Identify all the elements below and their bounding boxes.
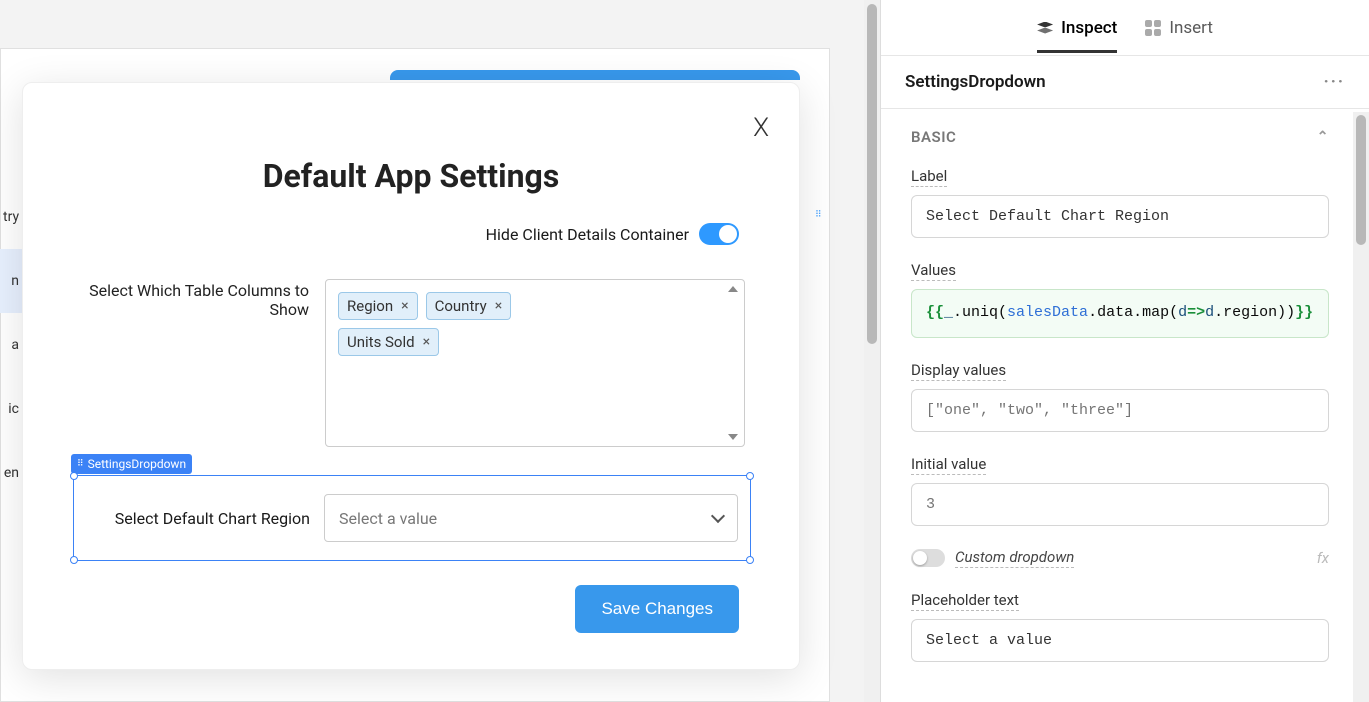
toggle-knob [719,225,737,243]
tab-insert-label: Insert [1169,18,1213,38]
save-row: Save Changes [23,561,799,633]
initial-value-field-label: Initial value [911,455,986,475]
component-badge-label: SettingsDropdown [88,457,186,471]
save-changes-button[interactable]: Save Changes [575,585,739,633]
canvas-scrollbar-track[interactable] [864,0,880,702]
inspector-body: BASIC ⌃ Label Values {{_.uniq(salesData.… [881,112,1353,702]
values-field-label: Values [911,261,956,281]
fx-icon[interactable]: fx [1317,549,1329,567]
inspector-component-name: SettingsDropdown [905,72,1046,92]
layers-icon [1037,20,1053,36]
columns-multiselect[interactable]: Region × Country × Units Sold × [325,279,745,447]
custom-dropdown-row: Custom dropdown fx [911,548,1329,568]
background-left-column: trynaicen [0,185,22,505]
region-dropdown[interactable]: Select a value [324,494,738,542]
drag-handle-icon[interactable]: ⠿ [77,460,85,469]
chip-remove-icon[interactable]: × [401,298,408,314]
background-blue-button [390,70,800,80]
field-initial-value-group: Initial value [911,454,1329,526]
settings-modal: X Default App Settings Hide Client Detai… [22,82,800,670]
display-values-field-label: Display values [911,361,1006,381]
close-icon[interactable]: X [753,113,769,143]
label-input[interactable] [911,195,1329,238]
chevron-down-icon [711,509,725,523]
dropdown-label: Select Default Chart Region [74,509,324,528]
scroll-up-icon[interactable] [728,286,738,292]
modal-title: Default App Settings [23,83,799,195]
inspector-tabs: Inspect Insert [881,0,1369,56]
field-placeholder-text-group: Placeholder text [911,590,1329,662]
background-list-item: a [0,313,22,377]
canvas-scrollbar-thumb[interactable] [867,4,877,344]
field-label-group: Label [911,166,1329,238]
custom-dropdown-toggle[interactable] [911,549,945,567]
toggle-knob [913,551,927,565]
chip-label: Country [435,297,487,315]
inspector-scrollbar-thumb[interactable] [1356,115,1366,245]
resize-handle-br[interactable] [746,556,754,564]
canvas-area: trynaicen ⠿ X Default App Settings Hide … [0,0,880,702]
hide-details-label: Hide Client Details Container [486,225,689,244]
inspector-scrollbar-track[interactable] [1353,112,1369,702]
hide-details-row: Hide Client Details Container [23,195,799,245]
resize-handle-bl[interactable] [70,556,78,564]
chip-remove-icon[interactable]: × [423,334,430,350]
resize-handle-tr[interactable] [746,472,754,480]
tab-inspect[interactable]: Inspect [1037,4,1117,52]
column-chip[interactable]: Units Sold × [338,328,439,356]
placeholder-text-input[interactable] [911,619,1329,662]
section-basic-title[interactable]: BASIC ⌃ [911,128,1329,146]
hide-details-toggle[interactable] [699,223,739,245]
field-display-values-group: Display values [911,360,1329,432]
inspector-panel: Inspect Insert SettingsDropdown ··· BASI… [880,0,1369,702]
component-badge[interactable]: ⠿ SettingsDropdown [71,454,192,474]
columns-label: Select Which Table Columns to Show [63,279,325,447]
column-chip[interactable]: Region × [338,292,418,320]
label-field-label: Label [911,167,947,187]
inspector-header: SettingsDropdown ··· [881,56,1369,109]
more-options-icon[interactable]: ··· [1324,72,1345,92]
section-basic-label: BASIC [911,128,956,146]
grid-icon [1145,20,1161,36]
background-list-item: ic [0,377,22,441]
field-values-group: Values {{_.uniq(salesData.data.map(d=>d.… [911,260,1329,338]
values-code-input[interactable]: {{_.uniq(salesData.data.map(d=>d.region)… [911,289,1329,338]
background-list-item: try [0,185,22,249]
chip-label: Units Sold [347,333,415,351]
column-chip[interactable]: Country × [426,292,512,320]
tab-insert[interactable]: Insert [1145,4,1213,52]
initial-value-input[interactable] [911,483,1329,526]
dropdown-placeholder: Select a value [339,509,437,528]
background-list-item: n [0,249,22,313]
resize-handle-tl[interactable] [70,472,78,480]
drag-indicator-icon: ⠿ [815,210,822,220]
display-values-input[interactable] [911,389,1329,432]
scroll-down-icon[interactable] [728,434,738,440]
tab-inspect-label: Inspect [1061,18,1117,38]
collapse-icon[interactable]: ⌃ [1317,129,1329,145]
custom-dropdown-label: Custom dropdown [955,548,1074,568]
background-list-item: en [0,441,22,505]
placeholder-text-field-label: Placeholder text [911,591,1019,611]
chip-label: Region [347,297,393,315]
dropdown-row: Select Default Chart Region Select a val… [74,494,738,542]
columns-row: Select Which Table Columns to Show Regio… [23,279,799,447]
chip-remove-icon[interactable]: × [495,298,502,314]
selected-component-outline: ⠿ SettingsDropdown Select Default Chart … [73,475,751,561]
